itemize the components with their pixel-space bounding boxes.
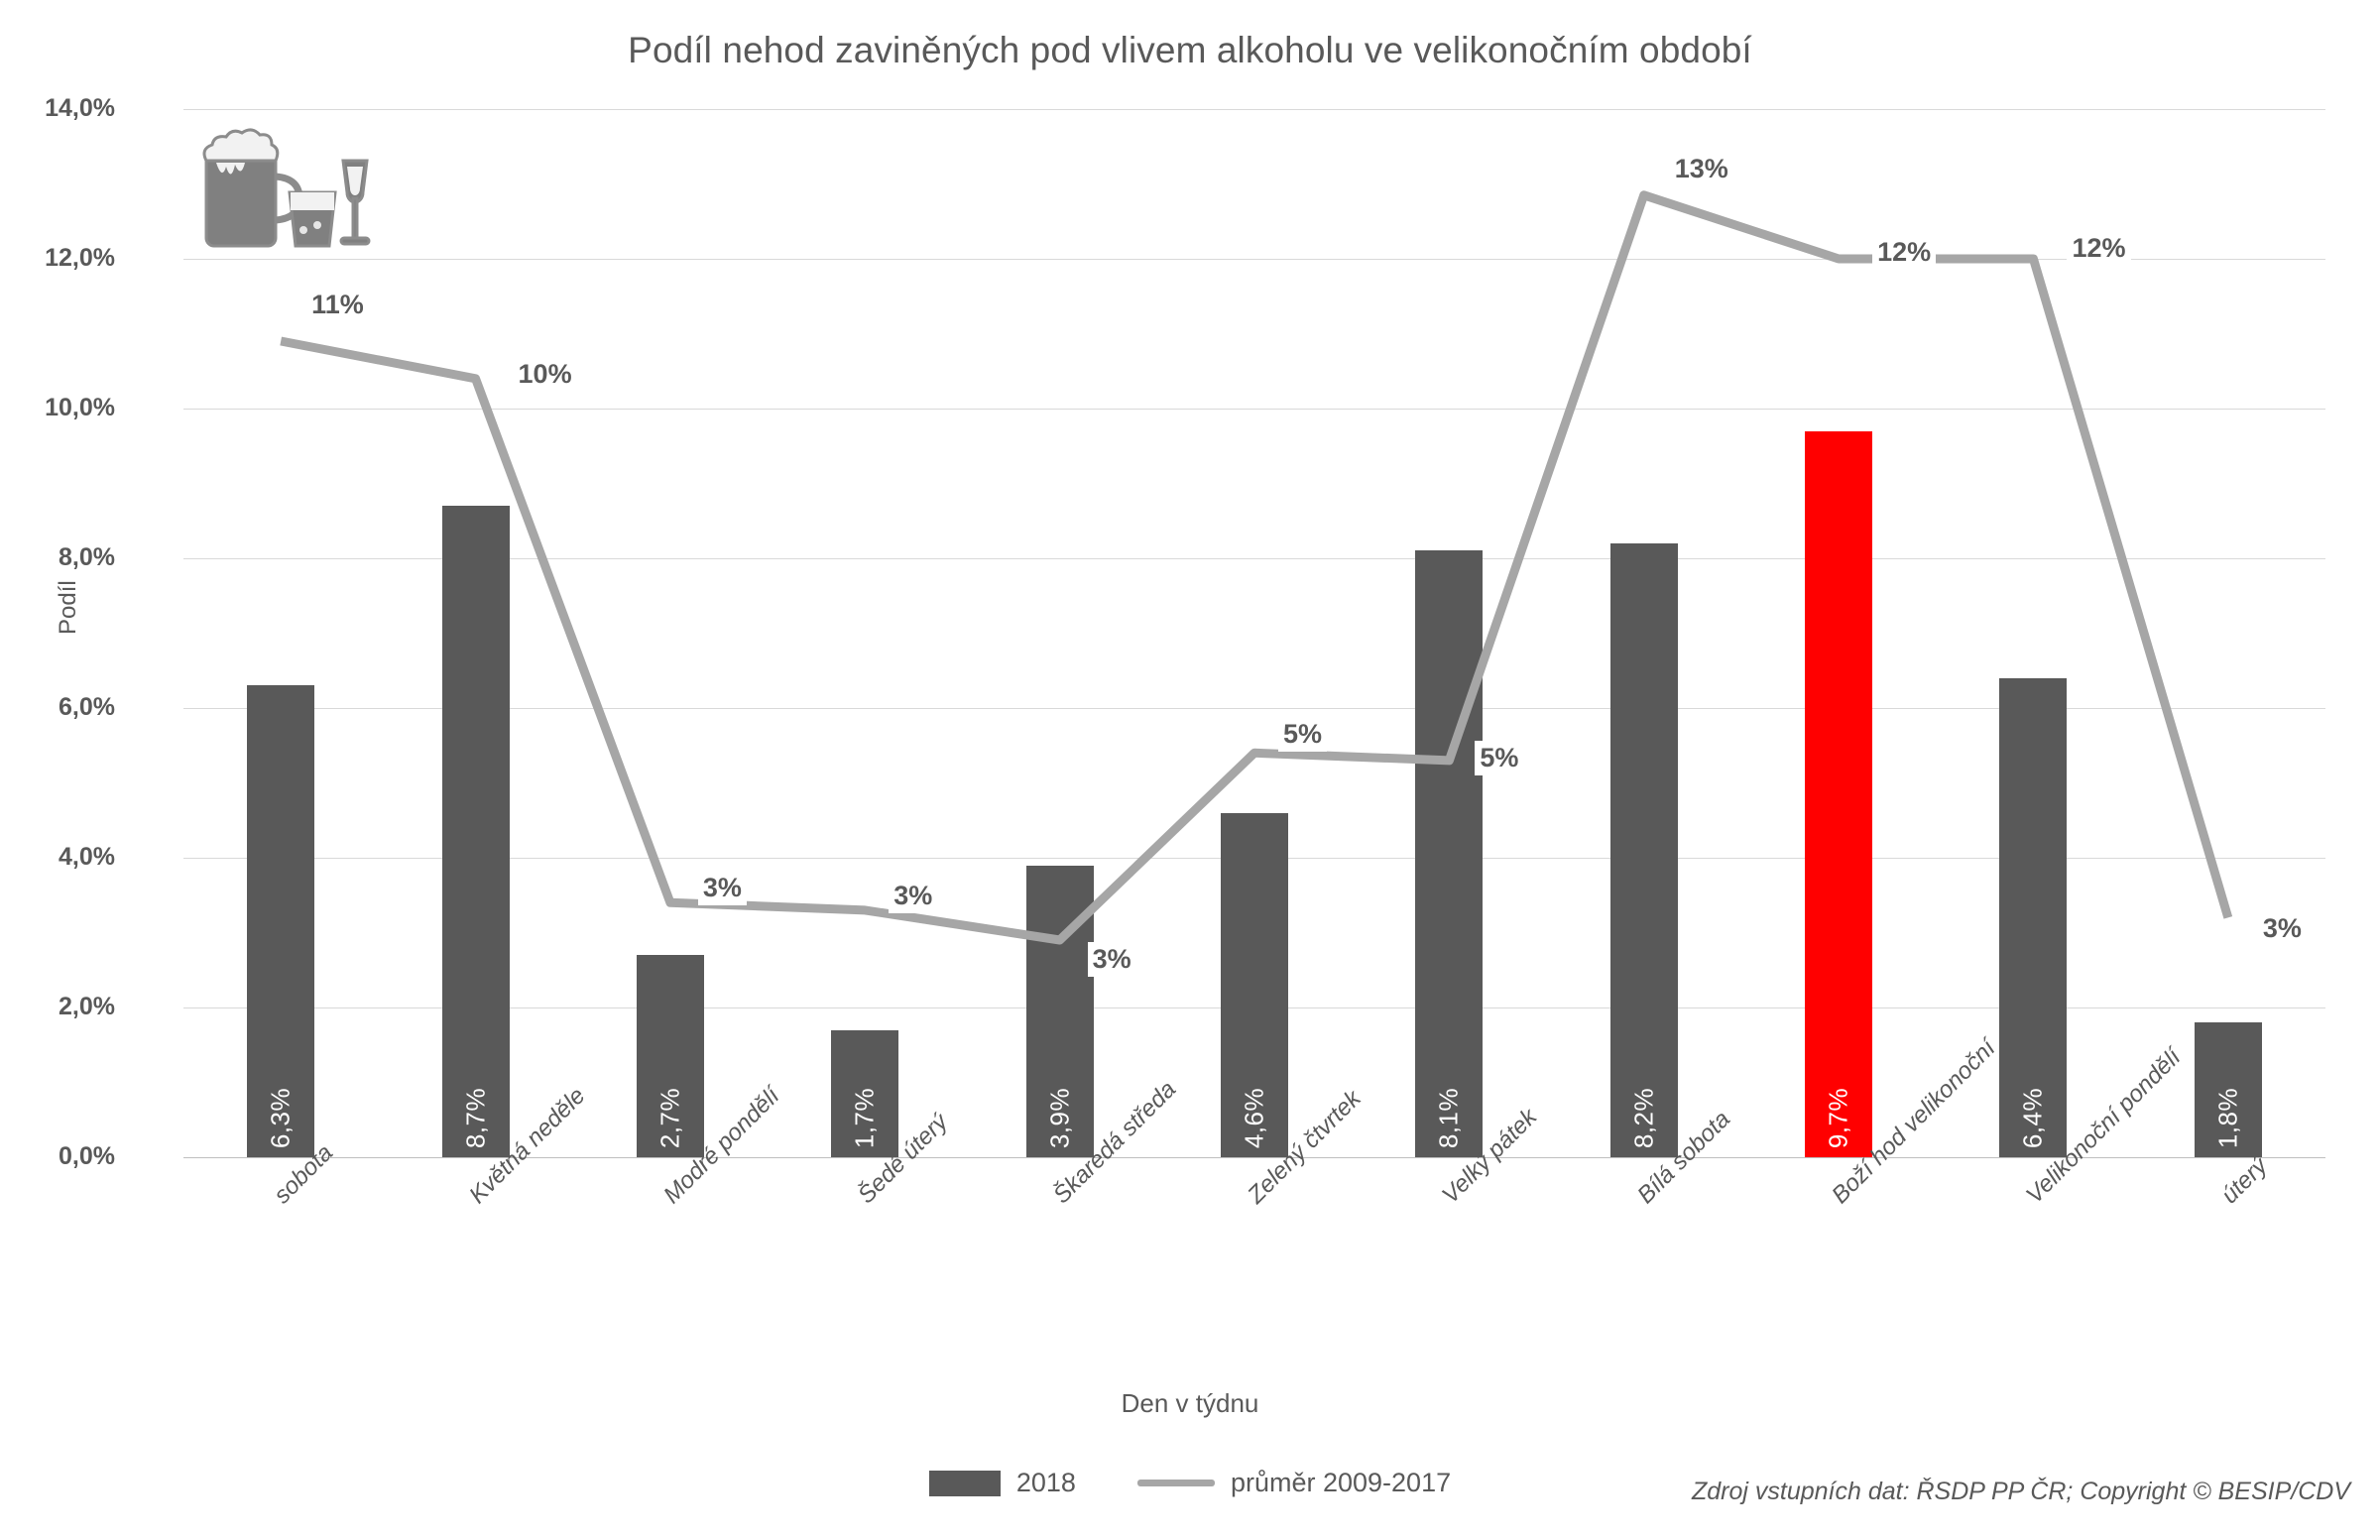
bar-7[interactable]: 8,2% <box>1609 542 1678 1157</box>
y-axis-title: Podíl <box>55 580 81 635</box>
line-value-label-2: 3% <box>697 871 747 906</box>
y-tick-8: 8,0% <box>59 543 115 571</box>
y-tick-0: 0,0% <box>59 1142 115 1170</box>
legend-label-2018: 2018 <box>1015 1468 1076 1497</box>
y-tick-4: 4,0% <box>59 843 115 871</box>
line-value-label-7: 13% <box>1669 151 1733 186</box>
average-line-series <box>280 190 2233 945</box>
legend-bar-swatch-icon <box>928 1470 1001 1496</box>
line-value-label-3: 3% <box>889 878 938 913</box>
x-category-label-10: úterý <box>2215 1152 2273 1210</box>
bar-1[interactable]: 8,7% <box>441 506 510 1157</box>
y-tick-14: 14,0% <box>45 94 115 122</box>
line-value-label-1: 10% <box>513 356 577 392</box>
bar-5[interactable]: 4,6% <box>1221 812 1288 1157</box>
legend-label-average: průměr 2009-2017 <box>1230 1468 1452 1497</box>
line-value-label-10: 3% <box>2257 911 2307 947</box>
line-value-label-4: 3% <box>1087 942 1136 978</box>
y-tick-2: 2,0% <box>59 993 115 1020</box>
y-tick-6: 6,0% <box>59 693 115 721</box>
x-axis-baseline <box>183 1157 2325 1158</box>
legend-line-swatch-icon <box>1136 1480 1215 1486</box>
chart-legend: 2018 průměr 2009-2017 <box>0 1468 2380 1498</box>
alcoholic-drinks-icon <box>202 128 371 248</box>
plot-area: Podíl 14,0% 12,0% 10,0% 8,0% 6,0% 4,0% 2… <box>45 94 2325 1170</box>
line-value-label-6: 5% <box>1475 740 1524 775</box>
bar-2[interactable]: 2,7% <box>636 955 704 1157</box>
bar-0[interactable]: 6,3% <box>247 685 315 1157</box>
chart-title: Podíl nehod zaviněných pod vlivem alkoho… <box>628 30 1752 70</box>
line-value-label-5: 5% <box>1278 717 1328 753</box>
legend-item-2018[interactable]: 2018 <box>928 1468 1076 1498</box>
y-tick-12: 12,0% <box>45 244 115 272</box>
x-axis-title: Den v týdnu <box>1121 1388 1259 1418</box>
legend-item-average[interactable]: průměr 2009-2017 <box>1136 1468 1452 1498</box>
line-value-label-8: 12% <box>1872 235 1937 270</box>
bar-8[interactable]: 9,7% <box>1805 430 1873 1157</box>
y-tick-10: 10,0% <box>45 394 115 421</box>
line-value-label-9: 12% <box>2067 231 2131 266</box>
bar-9[interactable]: 6,4% <box>1999 677 2068 1157</box>
bar-10[interactable]: 1,8% <box>2194 1022 2262 1157</box>
bar-6[interactable]: 8,1% <box>1415 550 1484 1157</box>
line-value-label-0: 11% <box>306 288 369 323</box>
bar-3[interactable]: 1,7% <box>831 1029 899 1157</box>
source-note: Zdroj vstupních dat: ŘSDP PP ČR; Copyrig… <box>1691 1478 2350 1505</box>
